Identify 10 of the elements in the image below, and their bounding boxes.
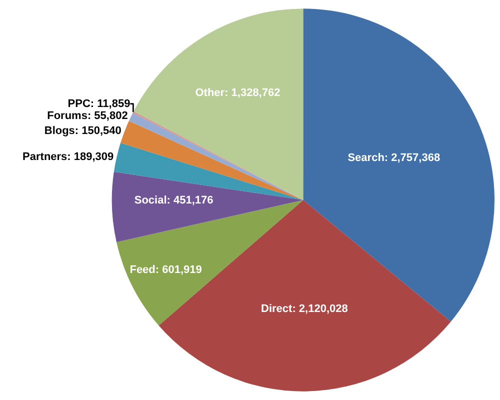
pie-slice [112,172,304,242]
slice-label: Feed: 601,919 [130,264,202,276]
slice-label: PPC: 11,859 [68,98,130,110]
slice-label: Search: 2,757,368 [348,152,440,164]
slice-label: Direct: 2,120,028 [261,303,348,316]
slice-label: Partners: 189,309 [22,150,114,163]
slice-label: Blogs: 150,540 [44,124,122,137]
slice-label: Other: 1,328,762 [195,86,280,99]
slice-label: Forums: 55,802 [47,110,128,122]
slice-label: Social: 451,176 [134,194,214,207]
